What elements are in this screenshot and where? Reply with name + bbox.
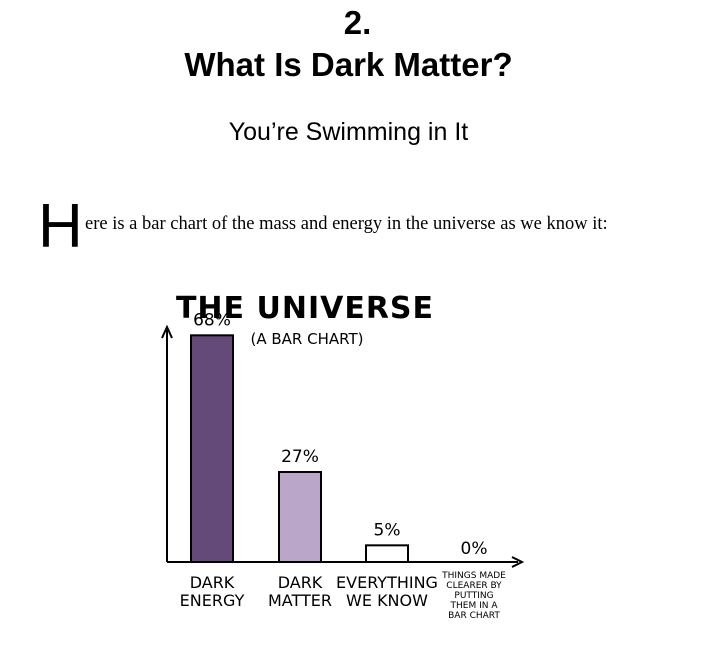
bar-2 <box>365 544 409 564</box>
category-label-3-0: THINGS MADE <box>441 571 506 581</box>
y-axis-arrow <box>161 324 173 339</box>
category-label-2-1: WE KNOW <box>346 591 428 610</box>
category-label-1-1: MATTER <box>268 591 332 610</box>
bar-0 <box>190 334 234 564</box>
value-label-3: 0% <box>461 539 488 559</box>
chapter-title: What Is Dark Matter? <box>184 46 513 83</box>
chart-title: THE UNIVERSE <box>176 291 434 326</box>
value-label-0: 68% <box>193 310 231 330</box>
x-axis-arrow <box>511 556 525 568</box>
value-label-1: 27% <box>281 447 319 467</box>
chapter-number: 2. <box>343 4 372 41</box>
category-label-1-0: DARK <box>278 573 323 592</box>
value-label-2: 5% <box>374 520 401 540</box>
bar-1 <box>278 471 322 563</box>
chart-subtitle: (A BAR CHART) <box>251 330 364 348</box>
category-label-2-0: EVERYTHING <box>336 573 438 592</box>
category-label-3-3: THEM IN A <box>450 601 499 611</box>
chapter-subtitle: You’re Swimming in It <box>228 118 469 146</box>
category-label-3-4: BAR CHART <box>448 611 500 621</box>
intro-paragraph: ere is a bar chart of the mass and energ… <box>85 214 608 234</box>
category-label-0-1: ENERGY <box>180 591 245 610</box>
category-label-0-0: DARK <box>190 573 235 592</box>
drop-cap: H <box>38 192 83 261</box>
category-label-3-1: CLEARER BY <box>446 581 502 591</box>
universe-bar-chart: THE UNIVERSE (A BAR CHART) 68%DARKENERGY… <box>161 291 525 621</box>
category-label-3-2: PUTTING <box>454 591 493 601</box>
